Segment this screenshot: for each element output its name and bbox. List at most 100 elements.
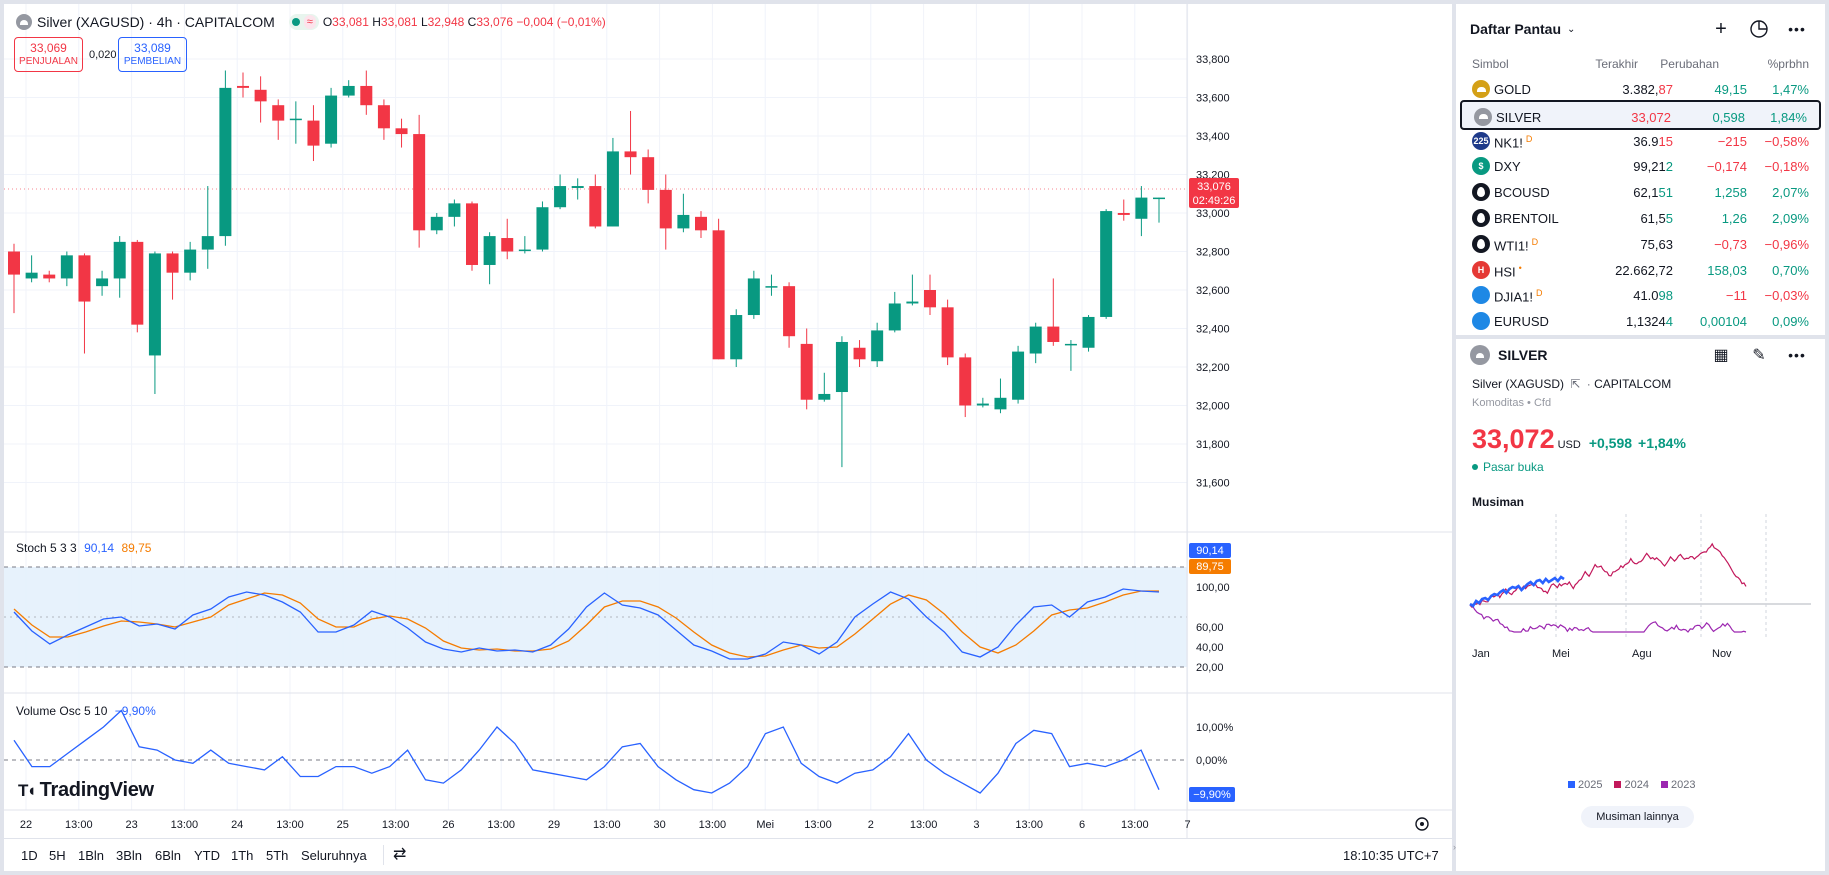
candle[interactable] xyxy=(1012,345,1025,404)
range-ytd[interactable]: YTD xyxy=(194,848,220,863)
candle[interactable] xyxy=(289,101,302,144)
candle[interactable] xyxy=(959,353,972,418)
candle[interactable] xyxy=(430,213,443,235)
price-axis[interactable]: 33,80033,60033,40033,20033,00032,80032,6… xyxy=(1196,54,1234,767)
candle[interactable] xyxy=(1029,322,1042,364)
candle[interactable] xyxy=(800,328,813,410)
seasonal-chart[interactable]: Jan Mei Agu Nov xyxy=(1456,514,1825,689)
more-options-icon[interactable]: ••• xyxy=(1788,21,1806,37)
candle[interactable] xyxy=(554,174,567,210)
candle[interactable] xyxy=(96,270,109,296)
candle[interactable] xyxy=(677,193,690,233)
candle[interactable] xyxy=(78,253,91,354)
clock[interactable]: 18:10:35 UTC+7 xyxy=(1343,848,1439,863)
candle[interactable] xyxy=(906,274,919,306)
candle[interactable] xyxy=(747,270,760,319)
col-last[interactable]: Terakhir xyxy=(1595,57,1638,71)
candle[interactable] xyxy=(201,186,214,269)
legend-2023[interactable]: 2023 xyxy=(1660,779,1695,791)
candle[interactable] xyxy=(924,274,936,316)
candle[interactable] xyxy=(307,105,320,162)
legend-2025[interactable]: 2025 xyxy=(1568,779,1602,791)
watchlist-row-nk1[interactable]: 225 NK1! D 36.915 −215 −0,58% xyxy=(1460,126,1821,156)
range-1y[interactable]: 1Th xyxy=(231,848,254,863)
chevron-down-icon[interactable]: ⌄ xyxy=(1567,23,1576,35)
candle[interactable] xyxy=(219,70,232,246)
candle[interactable] xyxy=(606,137,619,227)
symbol-title[interactable]: Silver (XAGUSD) · 4h · CAPITALCOM xyxy=(37,14,275,30)
candle[interactable] xyxy=(1082,315,1095,352)
candle[interactable] xyxy=(272,99,285,140)
candle[interactable] xyxy=(113,236,126,298)
symbol-legend[interactable]: Silver (XAGUSD) · 4h · CAPITALCOM ≈ O33,… xyxy=(16,12,606,32)
candle[interactable] xyxy=(1117,199,1130,221)
chart-panel[interactable]: 33,800 33,600 33,400 33,200 33,000 32,800 32,6… xyxy=(4,4,1452,871)
candle[interactable] xyxy=(1100,209,1113,319)
details-full-name[interactable]: Silver (XAGUSD) xyxy=(1472,377,1565,391)
buy-button[interactable]: 33,089 PEMBELIAN xyxy=(118,37,187,72)
candle[interactable] xyxy=(184,241,197,281)
candle[interactable] xyxy=(166,251,179,300)
watchlist-row-eurusd[interactable]: EURUSD 1,13244 0,00104 0,09% xyxy=(1460,306,1821,336)
candle[interactable] xyxy=(783,282,796,348)
candle[interactable] xyxy=(835,336,848,468)
candle[interactable] xyxy=(413,114,426,248)
candle[interactable] xyxy=(148,251,161,394)
candle[interactable] xyxy=(60,251,73,287)
range-all[interactable]: Seluruhnya xyxy=(301,848,367,863)
candle[interactable] xyxy=(466,201,478,271)
candle[interactable] xyxy=(730,309,743,367)
candle[interactable] xyxy=(395,118,408,148)
candle[interactable] xyxy=(342,80,355,98)
candle[interactable] xyxy=(976,397,989,408)
candle[interactable] xyxy=(377,99,390,140)
candle[interactable] xyxy=(325,87,338,148)
stoch-legend[interactable]: Stoch 5 3 3 90,14 89,75 xyxy=(16,541,151,555)
col-change-pct[interactable]: %prbhn xyxy=(1767,57,1809,71)
watchlist-row-wti1[interactable]: WTI1! D 75,63 −0,73 −0,96% xyxy=(1460,229,1821,259)
chart-settings-icon[interactable] xyxy=(1415,817,1429,831)
go-to-date-icon[interactable]: ⇄ xyxy=(393,846,407,863)
candle[interactable] xyxy=(871,322,884,367)
candle[interactable] xyxy=(818,372,831,402)
watchlist-title[interactable]: Daftar Pantau xyxy=(1470,21,1562,37)
tradingview-logo[interactable]: T◖ TradingView xyxy=(18,779,154,802)
chart-canvas[interactable]: 33,80033,60033,40033,20033,00032,80032,6… xyxy=(4,4,1452,838)
candle[interactable] xyxy=(853,340,866,367)
candle[interactable] xyxy=(642,149,655,204)
advanced-view-icon[interactable] xyxy=(1746,16,1772,42)
col-symbol[interactable]: Simbol xyxy=(1472,57,1509,71)
candle[interactable] xyxy=(448,199,461,227)
details-header[interactable]: SILVER xyxy=(1470,345,1548,365)
candle[interactable] xyxy=(695,211,707,239)
more-options-icon[interactable]: ••• xyxy=(1788,347,1806,363)
candle[interactable] xyxy=(237,72,249,98)
watchlist-row-gold[interactable]: GOLD 3.382,87 49,15 1,47% xyxy=(1460,74,1821,104)
add-symbol-icon[interactable]: + xyxy=(1715,17,1727,40)
candle[interactable] xyxy=(254,76,267,123)
range-1m[interactable]: 1Bln xyxy=(78,848,105,863)
candle[interactable] xyxy=(888,291,901,333)
candle[interactable] xyxy=(659,174,672,250)
watchlist-row-bcousd[interactable]: BCOUSD 62,151 1,258 2,07% xyxy=(1460,177,1821,207)
candle[interactable] xyxy=(131,239,144,333)
watchlist-row-silver[interactable]: SILVER 33,072 0,598 1,84% xyxy=(1460,99,1821,130)
watchlist-row-dxy[interactable]: $ DXY 99,212 −0,174 −0,18% xyxy=(1460,151,1821,181)
candle[interactable] xyxy=(536,201,549,252)
grid-layout-icon[interactable]: ▦ xyxy=(1713,347,1729,364)
candle[interactable] xyxy=(624,110,637,175)
watchlist-row-brentoil[interactable]: BRENTOIL 61,55 1,26 2,09% xyxy=(1460,203,1821,233)
watchlist-row-djia1[interactable]: DJIA1! D 41.098 −11 −0,03% xyxy=(1460,280,1821,310)
watchlist-header[interactable]: Daftar Pantau ⌄ xyxy=(1470,21,1575,37)
time-axis[interactable]: 22 13:00 23 13:00 24 13:00 25 13:00 26 13:00 29 13:… xyxy=(20,819,1191,831)
candle[interactable] xyxy=(360,70,373,115)
candlestick-series[interactable] xyxy=(8,70,1165,468)
candle[interactable] xyxy=(712,218,725,360)
candle[interactable] xyxy=(941,299,954,366)
candle[interactable] xyxy=(765,274,778,296)
candle[interactable] xyxy=(589,174,602,229)
col-change[interactable]: Perubahan xyxy=(1660,57,1719,71)
external-link-icon[interactable]: ⇱ xyxy=(1570,377,1581,391)
range-1d[interactable]: 1D xyxy=(21,848,38,863)
watchlist-row-hsi[interactable]: H HSI • 22.662,72 158,03 0,70% xyxy=(1460,255,1821,285)
